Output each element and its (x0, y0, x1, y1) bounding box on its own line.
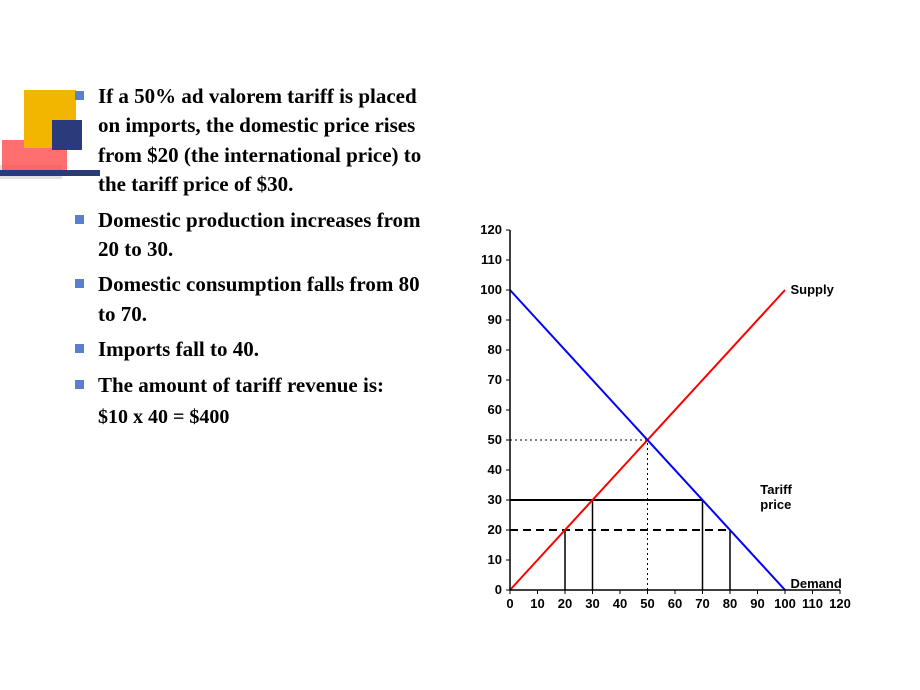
svg-text:70: 70 (488, 372, 502, 387)
svg-text:0: 0 (495, 582, 502, 597)
svg-text:10: 10 (488, 552, 502, 567)
bullet-text: Domestic production increases from 20 to… (98, 206, 435, 265)
svg-text:110: 110 (802, 596, 823, 611)
bullet-item: Domestic production increases from 20 to… (75, 206, 435, 265)
svg-text:60: 60 (488, 402, 502, 417)
svg-text:Demand: Demand (791, 576, 842, 591)
bullet-marker (75, 344, 84, 353)
svg-text:120: 120 (829, 596, 851, 611)
svg-text:Supply: Supply (791, 282, 835, 297)
bullet-item: The amount of tariff revenue is: (75, 371, 435, 400)
tariff-chart: 0 10 20 30 40 50 60 70 80 90 100 110 120 0 10 20 30 40 50 6… (470, 210, 890, 630)
svg-text:100: 100 (480, 282, 502, 297)
svg-text:30: 30 (585, 596, 599, 611)
bullet-text: Domestic consumption falls from 80 to 70… (98, 270, 435, 329)
bullet-item: If a 50% ad valorem tariff is placed on … (75, 82, 435, 200)
svg-text:80: 80 (488, 342, 502, 357)
svg-text:80: 80 (723, 596, 737, 611)
svg-text:100: 100 (774, 596, 796, 611)
bullet-marker (75, 279, 84, 288)
svg-text:10: 10 (530, 596, 544, 611)
bullet-text: Imports fall to 40. (98, 335, 259, 364)
svg-text:50: 50 (640, 596, 654, 611)
svg-text:110: 110 (481, 252, 502, 267)
bullet-item: Domestic consumption falls from 80 to 70… (75, 270, 435, 329)
svg-text:60: 60 (668, 596, 682, 611)
svg-text:0: 0 (506, 596, 513, 611)
svg-text:40: 40 (613, 596, 627, 611)
svg-text:120: 120 (480, 222, 502, 237)
bullet-marker (75, 215, 84, 224)
svg-text:90: 90 (750, 596, 764, 611)
bullet-text: If a 50% ad valorem tariff is placed on … (98, 82, 435, 200)
svg-text:price: price (760, 497, 791, 512)
bullet-text: The amount of tariff revenue is: (98, 371, 384, 400)
bullet-marker (75, 91, 84, 100)
sub-calculation: $10 x 40 = $400 (98, 406, 435, 429)
svg-text:20: 20 (488, 522, 502, 537)
svg-text:Tariff: Tariff (760, 482, 792, 497)
svg-text:70: 70 (695, 596, 709, 611)
bullet-item: Imports fall to 40. (75, 335, 435, 364)
bullet-list: If a 50% ad valorem tariff is placed on … (75, 82, 435, 429)
svg-text:40: 40 (488, 462, 502, 477)
svg-text:50: 50 (488, 432, 502, 447)
bullet-marker (75, 380, 84, 389)
svg-text:30: 30 (488, 492, 502, 507)
svg-text:20: 20 (558, 596, 572, 611)
svg-text:90: 90 (488, 312, 502, 327)
